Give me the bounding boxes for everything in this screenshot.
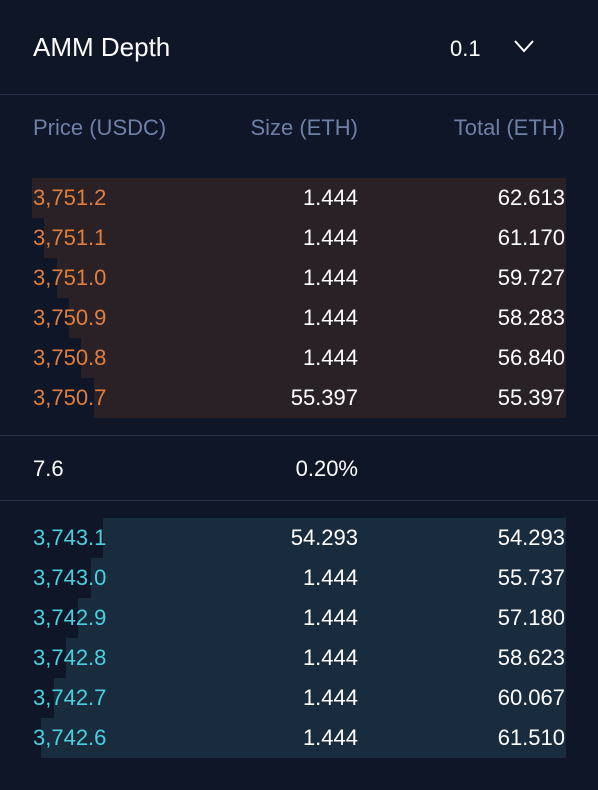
depth-bar (44, 218, 566, 258)
tick-size-dropdown[interactable]: 0.1 (440, 28, 560, 68)
panel-header: AMM Depth 0.1 (0, 0, 598, 95)
cell-size: 1.444 (302, 685, 358, 710)
cell-total: 60.067 (497, 685, 565, 710)
cell-total: 61.510 (497, 725, 565, 750)
cell-size: 1.444 (302, 605, 358, 630)
depth-bar (66, 638, 566, 678)
cell-size: 1.444 (302, 305, 358, 330)
cell-price: 3,751.2 (33, 185, 107, 210)
depth-bar (69, 298, 566, 338)
cell-size: 54.293 (290, 525, 358, 550)
cell-price: 3,742.8 (33, 645, 107, 670)
cell-total: 61.170 (497, 225, 565, 250)
ask-row[interactable]: 3,751.1 1.444 61.170 (0, 218, 598, 258)
ask-row[interactable]: 3,751.2 1.444 62.613 (0, 178, 598, 218)
depth-bar (103, 518, 566, 558)
cell-size: 1.444 (302, 565, 358, 590)
cell-total: 59.727 (497, 265, 565, 290)
tick-size-value: 0.1 (450, 36, 481, 61)
cell-price: 3,750.7 (33, 385, 107, 410)
depth-bar (41, 718, 566, 758)
ask-row[interactable]: 3,751.0 1.444 59.727 (0, 258, 598, 298)
depth-bar (32, 178, 566, 218)
cell-size: 1.444 (302, 225, 358, 250)
ask-row[interactable]: 3,750.7 55.397 55.397 (0, 378, 598, 418)
cell-total: 58.623 (497, 645, 565, 670)
ask-row[interactable]: 3,750.9 1.444 58.283 (0, 298, 598, 338)
cell-total: 62.613 (497, 185, 565, 210)
cell-size: 55.397 (290, 385, 358, 410)
cell-total: 54.293 (497, 525, 565, 550)
depth-bar (78, 598, 566, 638)
ask-row[interactable]: 3,750.8 1.444 56.840 (0, 338, 598, 378)
cell-size: 1.444 (302, 185, 358, 210)
bids-list: 3,743.1 54.293 54.293 3,743.0 1.444 55.737 3,7… (0, 518, 598, 758)
cell-price: 3,742.7 (33, 685, 107, 710)
bid-row[interactable]: 3,742.6 1.444 61.510 (0, 718, 598, 758)
cell-price: 3,743.1 (33, 525, 107, 550)
spread-value: 7.6 (33, 456, 64, 481)
bid-row[interactable]: 3,743.0 1.444 55.737 (0, 558, 598, 598)
cell-total: 56.840 (497, 345, 565, 370)
cell-price: 3,751.1 (33, 225, 107, 250)
depth-bar (91, 558, 566, 598)
chevron-down-icon (514, 40, 534, 53)
depth-bar (54, 678, 566, 718)
bid-row[interactable]: 3,742.7 1.444 60.067 (0, 678, 598, 718)
cell-total: 55.397 (497, 385, 565, 410)
depth-bar (94, 378, 566, 418)
cell-price: 3,743.0 (33, 565, 107, 590)
cell-total: 57.180 (497, 605, 565, 630)
bid-row[interactable]: 3,742.9 1.444 57.180 (0, 598, 598, 638)
spread-row: 7.6 0.20% (0, 435, 598, 501)
cell-size: 1.444 (302, 645, 358, 670)
cell-price: 3,750.8 (33, 345, 107, 370)
cell-total: 55.737 (497, 565, 565, 590)
asks-list: 3,751.2 1.444 62.613 3,751.1 1.444 61.170 3,75… (0, 178, 598, 418)
cell-size: 1.444 (302, 345, 358, 370)
depth-bar (57, 258, 566, 298)
bid-row[interactable]: 3,742.8 1.444 58.623 (0, 638, 598, 678)
cell-total: 58.283 (497, 305, 565, 330)
panel-title: AMM Depth (33, 32, 171, 62)
column-header-total: Total (ETH) (453, 115, 565, 140)
depth-bar (81, 338, 566, 378)
cell-size: 1.444 (302, 265, 358, 290)
cell-price: 3,751.0 (33, 265, 107, 290)
column-header-price: Price (USDC) (33, 115, 167, 140)
spread-percent: 0.20% (295, 456, 358, 481)
cell-price: 3,742.9 (33, 605, 107, 630)
cell-price: 3,742.6 (33, 725, 107, 750)
column-header-size: Size (ETH) (250, 115, 358, 140)
cell-price: 3,750.9 (33, 305, 107, 330)
cell-size: 1.444 (302, 725, 358, 750)
bid-row[interactable]: 3,743.1 54.293 54.293 (0, 518, 598, 558)
